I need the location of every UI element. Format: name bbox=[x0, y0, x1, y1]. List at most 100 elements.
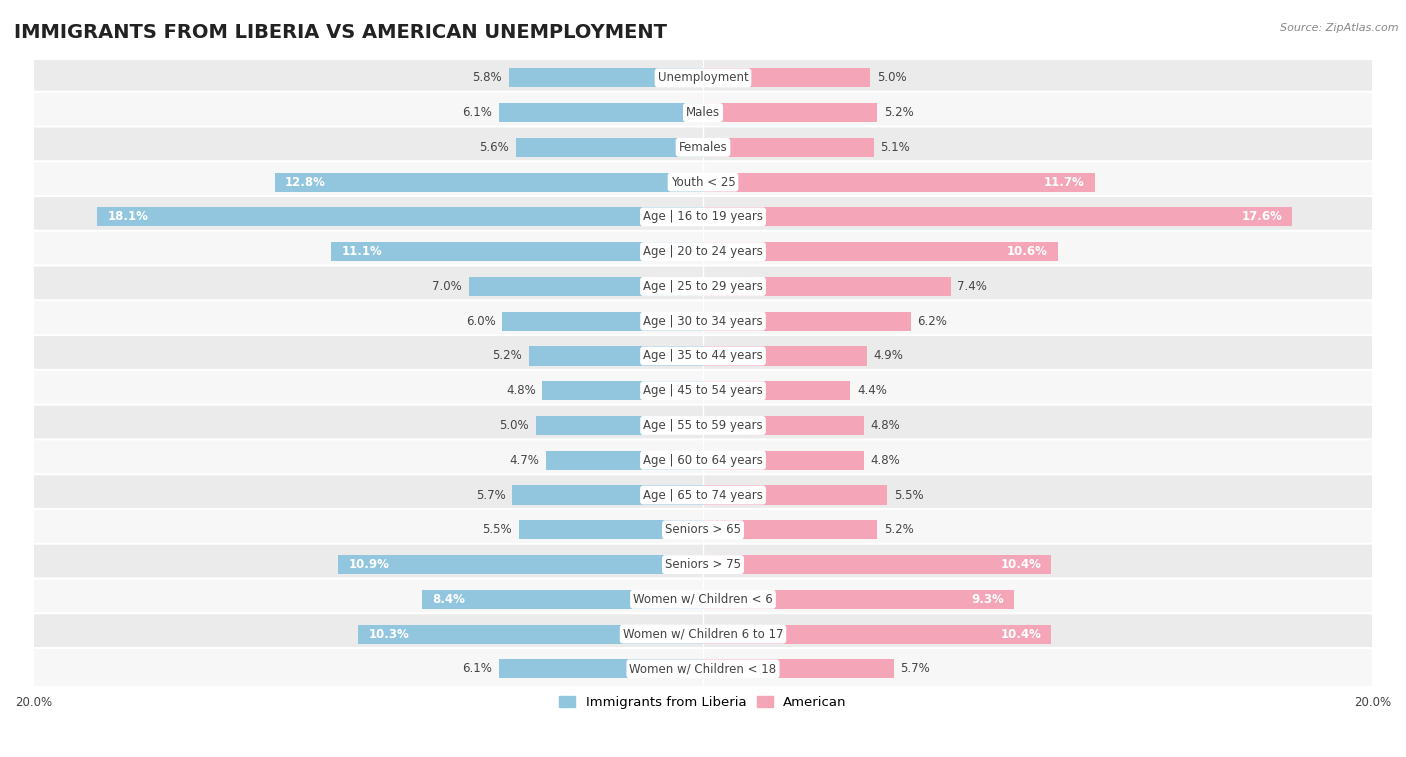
Text: 10.4%: 10.4% bbox=[1000, 628, 1040, 640]
Text: 5.2%: 5.2% bbox=[884, 106, 914, 119]
Bar bbox=[516, 138, 703, 157]
Text: 5.2%: 5.2% bbox=[492, 350, 522, 363]
Text: 4.4%: 4.4% bbox=[858, 385, 887, 397]
Text: 4.8%: 4.8% bbox=[870, 453, 900, 467]
Bar bbox=[703, 312, 911, 331]
FancyBboxPatch shape bbox=[30, 161, 1376, 203]
Bar bbox=[703, 485, 887, 505]
Text: IMMIGRANTS FROM LIBERIA VS AMERICAN UNEMPLOYMENT: IMMIGRANTS FROM LIBERIA VS AMERICAN UNEM… bbox=[14, 23, 666, 42]
Text: 6.2%: 6.2% bbox=[917, 315, 948, 328]
Text: 7.4%: 7.4% bbox=[957, 280, 987, 293]
Text: Seniors > 65: Seniors > 65 bbox=[665, 523, 741, 536]
Bar bbox=[703, 520, 877, 539]
FancyBboxPatch shape bbox=[30, 370, 1376, 412]
FancyBboxPatch shape bbox=[30, 613, 1376, 655]
Text: 10.4%: 10.4% bbox=[1000, 558, 1040, 571]
FancyBboxPatch shape bbox=[30, 231, 1376, 273]
Text: 5.0%: 5.0% bbox=[499, 419, 529, 432]
FancyBboxPatch shape bbox=[30, 439, 1376, 481]
Bar bbox=[703, 242, 1057, 261]
Text: 18.1%: 18.1% bbox=[107, 210, 148, 223]
Bar bbox=[703, 382, 851, 400]
Bar bbox=[703, 103, 877, 122]
Text: Age | 20 to 24 years: Age | 20 to 24 years bbox=[643, 245, 763, 258]
Text: 11.1%: 11.1% bbox=[342, 245, 382, 258]
Bar bbox=[339, 555, 703, 574]
Bar bbox=[332, 242, 703, 261]
Bar bbox=[703, 347, 868, 366]
Text: 5.8%: 5.8% bbox=[472, 71, 502, 84]
FancyBboxPatch shape bbox=[30, 301, 1376, 342]
Text: 5.6%: 5.6% bbox=[479, 141, 509, 154]
Text: Unemployment: Unemployment bbox=[658, 71, 748, 84]
Legend: Immigrants from Liberia, American: Immigrants from Liberia, American bbox=[554, 690, 852, 714]
Text: Age | 55 to 59 years: Age | 55 to 59 years bbox=[643, 419, 763, 432]
FancyBboxPatch shape bbox=[30, 196, 1376, 238]
Bar bbox=[703, 173, 1095, 192]
Bar bbox=[97, 207, 703, 226]
FancyBboxPatch shape bbox=[30, 474, 1376, 516]
Text: Age | 65 to 74 years: Age | 65 to 74 years bbox=[643, 488, 763, 502]
FancyBboxPatch shape bbox=[30, 509, 1376, 550]
FancyBboxPatch shape bbox=[30, 266, 1376, 307]
Bar bbox=[703, 416, 863, 435]
Text: Females: Females bbox=[679, 141, 727, 154]
Text: Age | 35 to 44 years: Age | 35 to 44 years bbox=[643, 350, 763, 363]
Text: 12.8%: 12.8% bbox=[284, 176, 325, 188]
FancyBboxPatch shape bbox=[30, 92, 1376, 133]
Bar bbox=[512, 485, 703, 505]
Text: Source: ZipAtlas.com: Source: ZipAtlas.com bbox=[1281, 23, 1399, 33]
FancyBboxPatch shape bbox=[30, 335, 1376, 377]
Bar bbox=[509, 68, 703, 87]
Text: Women w/ Children 6 to 17: Women w/ Children 6 to 17 bbox=[623, 628, 783, 640]
Bar bbox=[519, 520, 703, 539]
Bar bbox=[536, 416, 703, 435]
Text: 11.7%: 11.7% bbox=[1043, 176, 1084, 188]
Text: Youth < 25: Youth < 25 bbox=[671, 176, 735, 188]
Text: Age | 30 to 34 years: Age | 30 to 34 years bbox=[643, 315, 763, 328]
Text: Age | 60 to 64 years: Age | 60 to 64 years bbox=[643, 453, 763, 467]
Bar bbox=[359, 625, 703, 643]
Text: Women w/ Children < 6: Women w/ Children < 6 bbox=[633, 593, 773, 606]
Bar bbox=[499, 103, 703, 122]
Bar bbox=[703, 450, 863, 470]
Bar bbox=[468, 277, 703, 296]
Bar bbox=[274, 173, 703, 192]
Text: Age | 16 to 19 years: Age | 16 to 19 years bbox=[643, 210, 763, 223]
Text: 7.0%: 7.0% bbox=[432, 280, 463, 293]
FancyBboxPatch shape bbox=[30, 544, 1376, 585]
Text: 10.3%: 10.3% bbox=[368, 628, 409, 640]
Bar bbox=[703, 68, 870, 87]
Bar bbox=[422, 590, 703, 609]
Text: 17.6%: 17.6% bbox=[1241, 210, 1282, 223]
Text: Males: Males bbox=[686, 106, 720, 119]
Text: Seniors > 75: Seniors > 75 bbox=[665, 558, 741, 571]
Text: Age | 25 to 29 years: Age | 25 to 29 years bbox=[643, 280, 763, 293]
Text: 6.1%: 6.1% bbox=[463, 106, 492, 119]
Text: Women w/ Children < 18: Women w/ Children < 18 bbox=[630, 662, 776, 675]
Bar bbox=[703, 625, 1052, 643]
Text: 8.4%: 8.4% bbox=[432, 593, 465, 606]
FancyBboxPatch shape bbox=[30, 126, 1376, 168]
Bar bbox=[499, 659, 703, 678]
Text: 4.9%: 4.9% bbox=[873, 350, 904, 363]
Text: 5.1%: 5.1% bbox=[880, 141, 910, 154]
Text: 9.3%: 9.3% bbox=[972, 593, 1004, 606]
Bar bbox=[703, 277, 950, 296]
Text: Age | 45 to 54 years: Age | 45 to 54 years bbox=[643, 385, 763, 397]
FancyBboxPatch shape bbox=[30, 405, 1376, 447]
Text: 5.5%: 5.5% bbox=[894, 488, 924, 502]
FancyBboxPatch shape bbox=[30, 578, 1376, 620]
Bar bbox=[703, 659, 894, 678]
Bar bbox=[703, 138, 873, 157]
Bar bbox=[529, 347, 703, 366]
Bar bbox=[543, 382, 703, 400]
Text: 6.0%: 6.0% bbox=[465, 315, 495, 328]
Text: 5.7%: 5.7% bbox=[475, 488, 506, 502]
Text: 4.8%: 4.8% bbox=[506, 385, 536, 397]
Text: 5.5%: 5.5% bbox=[482, 523, 512, 536]
FancyBboxPatch shape bbox=[30, 648, 1376, 690]
Text: 5.7%: 5.7% bbox=[900, 662, 931, 675]
Text: 5.2%: 5.2% bbox=[884, 523, 914, 536]
Text: 10.6%: 10.6% bbox=[1007, 245, 1047, 258]
